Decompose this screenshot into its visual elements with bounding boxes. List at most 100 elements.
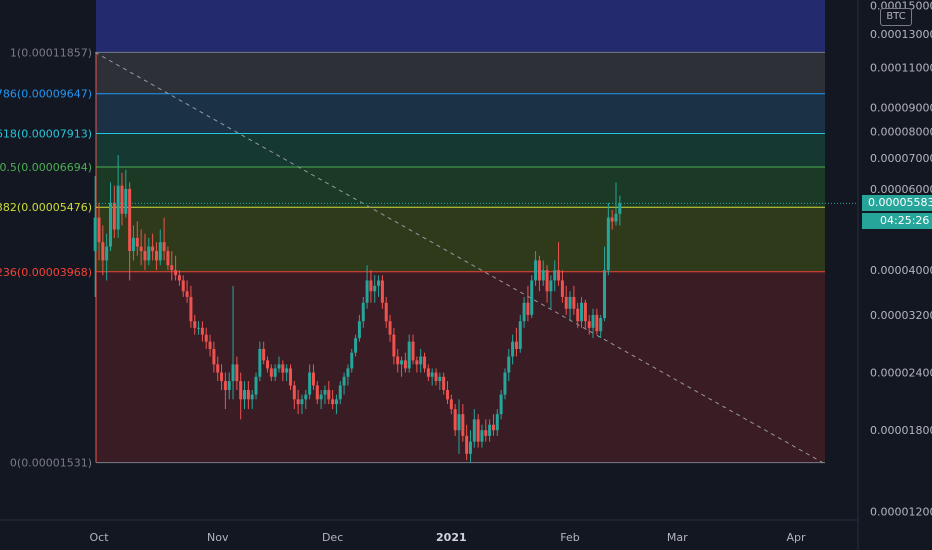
price-tick-label: 0.00001800 xyxy=(870,424,932,437)
candle-body xyxy=(239,381,243,400)
candle-body xyxy=(135,237,139,247)
fib-level-label: 0.786(0.00009647) xyxy=(0,88,92,101)
candle-body xyxy=(128,188,132,252)
price-tick-label: 0.00001200 xyxy=(870,505,932,518)
candle-body xyxy=(392,334,396,357)
candle-body xyxy=(541,270,545,281)
candle-body xyxy=(438,376,442,382)
candle-body xyxy=(453,409,457,431)
last-price-tag: 0.00005583 xyxy=(862,195,932,212)
candle-body xyxy=(93,217,97,252)
candle-body xyxy=(530,280,534,315)
candle-body xyxy=(277,364,281,369)
candle-body xyxy=(583,302,587,322)
candle-body xyxy=(526,302,530,315)
currency-badge[interactable]: BTC xyxy=(880,8,912,26)
candle-body xyxy=(491,424,495,431)
candle-body xyxy=(472,419,476,442)
candle-body xyxy=(518,321,522,349)
candle-body xyxy=(599,318,603,332)
candle-body xyxy=(269,368,273,377)
candle-body xyxy=(545,270,549,292)
fib-level-label: 0.236(0.00003968) xyxy=(0,266,92,279)
candle-body xyxy=(537,260,541,281)
candle-body xyxy=(377,280,381,286)
candle-body xyxy=(400,360,404,365)
price-tick-label: 0.00002400 xyxy=(870,367,932,380)
candle-body xyxy=(365,280,369,303)
candle-body xyxy=(446,389,449,400)
candle-body xyxy=(304,394,308,400)
candle-body xyxy=(323,389,327,395)
candle-body xyxy=(388,321,392,335)
candle-body xyxy=(250,394,254,400)
candle-body xyxy=(403,360,407,369)
candle-body xyxy=(235,364,239,382)
candle-body xyxy=(572,296,576,309)
trendline xyxy=(94,51,824,464)
candle-body xyxy=(243,389,247,400)
candle-body xyxy=(603,270,607,319)
candle-body xyxy=(614,213,618,222)
candle-body xyxy=(380,280,384,303)
time-tick-label: Oct xyxy=(89,531,109,544)
candle-body xyxy=(610,217,614,222)
candle-body xyxy=(139,246,143,252)
candle-body xyxy=(166,251,170,266)
candle-body xyxy=(342,376,346,386)
candle-body xyxy=(430,372,434,377)
price-tick-label: 0.00011000 xyxy=(870,61,932,74)
candle-body xyxy=(101,242,105,261)
price-tick-label: 0.00007000 xyxy=(870,152,932,165)
candle-body xyxy=(131,237,135,252)
candle-body xyxy=(208,341,212,349)
candle-body xyxy=(296,399,300,405)
fib-band xyxy=(96,166,825,208)
time-tick-label: Mar xyxy=(667,531,688,544)
fib-band xyxy=(96,271,825,463)
candle-body xyxy=(147,246,151,261)
candle-body xyxy=(415,360,419,365)
fib-band xyxy=(96,133,825,167)
candle-body xyxy=(338,385,342,400)
candle-body xyxy=(595,314,599,332)
candle-body xyxy=(514,341,518,349)
candle-body xyxy=(246,389,250,400)
candle-body xyxy=(266,360,270,369)
candle-body xyxy=(457,414,461,431)
candle-body xyxy=(507,356,511,373)
candle-body xyxy=(116,185,120,230)
time-tick-label: Apr xyxy=(786,531,806,544)
candle-body xyxy=(568,296,572,309)
price-tick-label: 0.00004000 xyxy=(870,264,932,277)
candle-body xyxy=(181,280,185,292)
candle-body xyxy=(480,430,484,442)
candle-body xyxy=(315,385,319,400)
candle-body xyxy=(499,394,503,415)
candle-body xyxy=(170,265,174,271)
candle-body xyxy=(285,368,289,373)
candle-body xyxy=(580,302,584,322)
candle-body xyxy=(484,430,488,436)
candle-body xyxy=(174,270,178,276)
candle-body xyxy=(384,302,388,322)
candle-body xyxy=(288,368,292,386)
fib-band xyxy=(96,52,825,94)
candle-body xyxy=(311,372,315,386)
candle-body xyxy=(120,185,124,214)
candle-body xyxy=(419,356,423,365)
candle-body xyxy=(105,246,109,261)
candle-body xyxy=(193,321,197,328)
fib-band xyxy=(96,0,825,53)
candle-body xyxy=(407,341,411,369)
candle-body xyxy=(334,399,338,405)
fib-levels: 1(0.00011857) 0.786(0.00009647) 0.618(0.00… xyxy=(0,46,825,470)
candle-body xyxy=(465,435,469,454)
price-tick-label: 0.00006000 xyxy=(870,183,932,196)
fib-level-label: 0(0.00001531) xyxy=(10,457,92,470)
candle-body xyxy=(606,217,610,271)
candle-body xyxy=(327,389,331,400)
